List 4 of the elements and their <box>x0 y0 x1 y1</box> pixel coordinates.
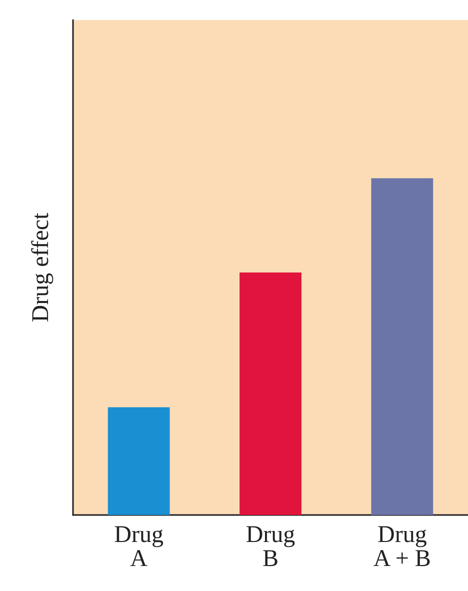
x-tick-label: Drug A + B <box>373 522 431 572</box>
x-tick-label: Drug A <box>114 522 164 572</box>
x-tick-label: Drug B <box>246 522 296 572</box>
y-axis-title: Drug effect <box>28 212 54 322</box>
